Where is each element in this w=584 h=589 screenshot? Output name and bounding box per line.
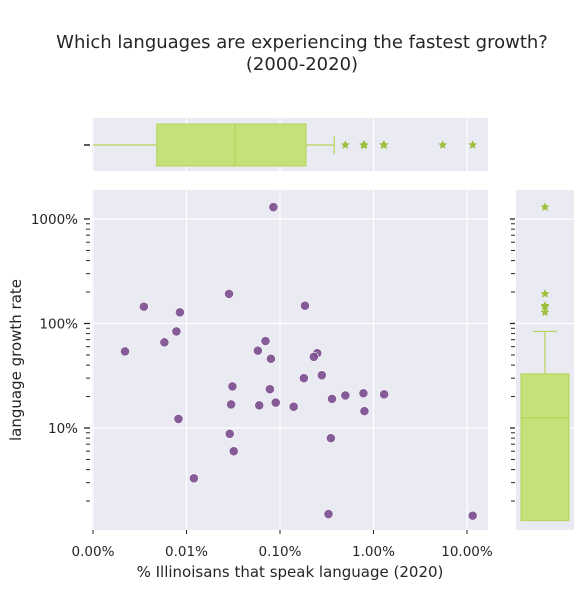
scatter-point	[316, 370, 327, 381]
scatter-point	[323, 509, 334, 519]
scatter-point	[379, 389, 390, 400]
scatter-points	[120, 202, 478, 521]
scatter-point	[252, 345, 263, 356]
scatter-point	[175, 307, 185, 318]
plot-grid	[92, 190, 488, 530]
x-tick-label: 0.10%	[259, 544, 302, 560]
scatter-point	[171, 326, 182, 337]
marginal-y-outlier	[540, 307, 550, 317]
y-tick-label: 100%	[39, 317, 78, 333]
scatter-point	[226, 399, 237, 410]
x-tick-label: 10.00%	[441, 544, 493, 560]
scatter-point	[224, 428, 235, 439]
scatter-point	[173, 414, 184, 424]
scatter-point	[189, 473, 199, 484]
scatter-point	[298, 373, 309, 384]
scatter-point	[270, 397, 281, 408]
marginal-y-outlier	[540, 289, 550, 298]
x-axis-label: % Illinoisans that speak language (2020)	[137, 563, 444, 581]
marginal-x-outlier	[379, 140, 389, 149]
x-tick-label: 0.00%	[72, 544, 115, 560]
scatter-point	[288, 401, 299, 412]
scatter-point	[224, 288, 234, 299]
marginal-x-boxplot	[93, 123, 478, 167]
scatter-point	[467, 510, 478, 521]
chart-subtitle: (2000-2020)	[246, 54, 358, 75]
marginal-y-outlier	[540, 300, 550, 310]
scatter-point	[227, 381, 238, 392]
scatter-point	[265, 384, 275, 395]
y-axis-ticks: 10% 100% 1000%	[31, 212, 90, 502]
scatter-point	[268, 202, 279, 212]
marginal-y-box	[520, 373, 570, 522]
y-tick-label: 1000%	[31, 212, 78, 228]
x-tick-label: 1.00%	[352, 544, 395, 560]
scatter-point	[260, 336, 271, 346]
chart-title: Which languages are experiencing the fas…	[56, 32, 548, 53]
marginal-x-boxplot-panel	[84, 118, 488, 171]
scatter-point	[159, 337, 170, 348]
marginal-y-outlier	[540, 202, 550, 212]
y-tick-label: 10%	[48, 421, 78, 437]
scatter-point	[327, 393, 337, 404]
main-scatter-panel: 10% 100% 1000% 0.00% 0.01% 0.10% 1.00% 10.00%	[31, 190, 493, 560]
scatter-point	[358, 388, 369, 399]
marginal-y-boxplot-panel	[510, 190, 574, 530]
marginal-x-box	[156, 123, 307, 167]
scatter-point	[254, 400, 265, 411]
scatter-point	[340, 390, 351, 401]
scatter-point	[325, 433, 336, 444]
marginal-x-outlier	[468, 140, 478, 149]
scatter-point	[138, 301, 149, 312]
y-axis-label: language growth rate	[7, 279, 25, 441]
x-axis-ticks: 0.00% 0.01% 0.10% 1.00% 10.00%	[72, 530, 493, 560]
scatter-point	[266, 353, 276, 364]
marginal-x-outlier	[438, 140, 448, 149]
scatter-point	[228, 446, 239, 457]
marginal-y-boxplot	[520, 202, 570, 522]
scatter-point	[359, 406, 370, 417]
marginal-y-minor-ticks	[510, 218, 515, 502]
marginal-x-outlier	[340, 140, 350, 149]
scatter-point	[300, 300, 310, 311]
marginal-x-outlier	[359, 140, 370, 149]
plot-area-background	[92, 190, 488, 530]
scatter-point	[120, 346, 130, 357]
x-tick-label: 0.01%	[165, 544, 208, 560]
scatter-point	[308, 351, 319, 362]
